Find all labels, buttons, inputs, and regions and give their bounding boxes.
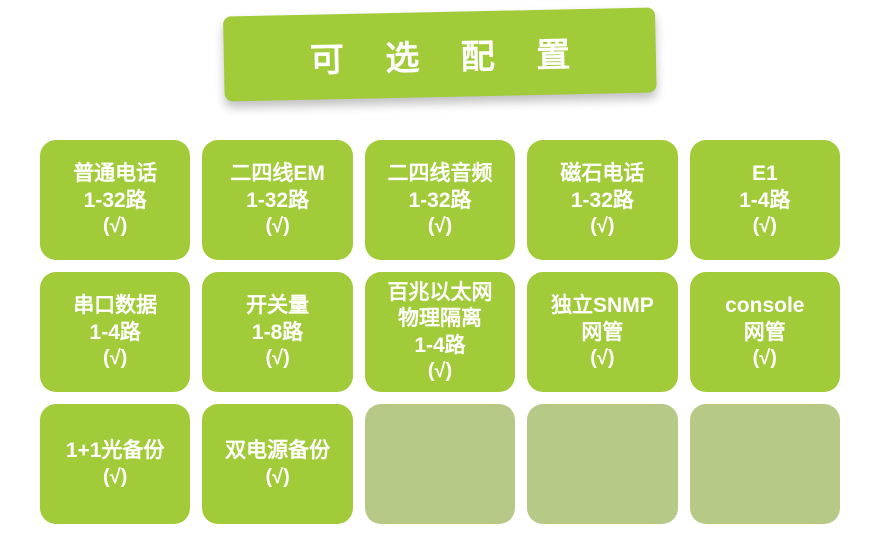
config-card-empty [527, 404, 677, 524]
title-banner: 可 选 配 置 [223, 7, 657, 101]
config-card-line: 开关量 [246, 293, 309, 319]
config-card-line: 二四线EM [230, 161, 325, 187]
config-card-empty [690, 404, 840, 524]
config-card-line: E1 [752, 161, 778, 187]
check-icon: (√) [265, 346, 289, 371]
config-card: 独立SNMP网管(√) [527, 272, 677, 392]
config-card-line: 1-32路 [246, 188, 309, 214]
config-card-line: 1-4路 [414, 333, 465, 359]
check-icon: (√) [753, 214, 777, 239]
config-card: 双电源备份(√) [202, 404, 352, 524]
check-icon: (√) [103, 346, 127, 371]
config-card: E11-4路(√) [690, 140, 840, 260]
config-card-line: 1+1光备份 [66, 438, 165, 464]
check-icon: (√) [428, 359, 452, 384]
config-card: 串口数据1-4路(√) [40, 272, 190, 392]
check-icon: (√) [753, 346, 777, 371]
config-card-line: 串口数据 [73, 293, 157, 319]
check-icon: (√) [428, 214, 452, 239]
config-card-line: 磁石电话 [560, 161, 644, 187]
check-icon: (√) [590, 346, 614, 371]
config-card: 普通电话1-32路(√) [40, 140, 190, 260]
config-card-line: 1-4路 [90, 320, 141, 346]
config-card-line: 百兆以太网 [387, 280, 492, 306]
config-card: 开关量1-8路(√) [202, 272, 352, 392]
config-card-line: 1-4路 [739, 188, 790, 214]
check-icon: (√) [265, 465, 289, 490]
config-card-line: 二四线音频 [387, 161, 492, 187]
config-card-line: 独立SNMP [551, 293, 654, 319]
config-card-line: 1-32路 [571, 188, 634, 214]
config-card: 二四线音频1-32路(√) [365, 140, 515, 260]
config-card-line: 1-32路 [84, 188, 147, 214]
config-grid: 普通电话1-32路(√)二四线EM1-32路(√)二四线音频1-32路(√)磁石… [40, 140, 840, 524]
config-card: 磁石电话1-32路(√) [527, 140, 677, 260]
config-card-line: 网管 [581, 320, 623, 346]
config-card-line: 1-8路 [252, 320, 303, 346]
config-card: console网管(√) [690, 272, 840, 392]
config-card-empty [365, 404, 515, 524]
config-card-line: console [725, 293, 804, 319]
config-card-line: 网管 [744, 320, 786, 346]
config-card-line: 双电源备份 [225, 438, 330, 464]
config-card-line: 普通电话 [73, 161, 157, 187]
config-card-line: 1-32路 [408, 188, 471, 214]
config-card: 1+1光备份(√) [40, 404, 190, 524]
check-icon: (√) [103, 465, 127, 490]
config-card: 百兆以太网物理隔离1-4路(√) [365, 272, 515, 392]
config-card: 二四线EM1-32路(√) [202, 140, 352, 260]
check-icon: (√) [590, 214, 614, 239]
check-icon: (√) [265, 214, 289, 239]
config-card-line: 物理隔离 [398, 306, 482, 332]
check-icon: (√) [103, 214, 127, 239]
